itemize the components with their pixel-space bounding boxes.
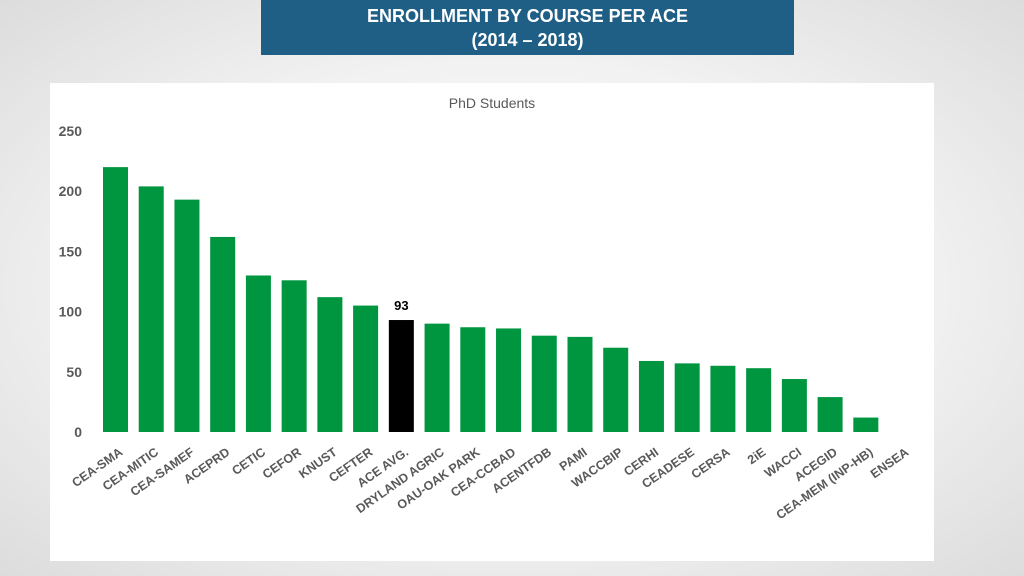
- bar: [103, 167, 128, 432]
- bar: [603, 347, 629, 432]
- bar: [638, 360, 664, 432]
- bar: [817, 397, 843, 432]
- bar: [567, 336, 593, 432]
- title-line-2: (2014 – 2018): [471, 29, 584, 50]
- x-tick-label: CEFOR: [260, 445, 304, 482]
- y-tick-label: 150: [59, 243, 83, 259]
- y-tick-label: 50: [66, 364, 82, 380]
- data-labels: 93: [394, 298, 408, 313]
- bar: [781, 379, 807, 432]
- bar: [531, 335, 557, 432]
- bar: [746, 368, 772, 432]
- chart-title: PhD Students: [449, 95, 535, 111]
- bar: [424, 323, 450, 432]
- bar: [210, 236, 236, 432]
- bar: [388, 320, 414, 432]
- bar: [460, 327, 486, 432]
- y-axis: 0 50 100 150 200 250: [59, 123, 83, 440]
- bar: [853, 417, 879, 432]
- bars: [103, 167, 879, 432]
- y-tick-label: 100: [59, 304, 83, 320]
- title-line-1: ENROLLMENT BY COURSE PER ACE: [366, 5, 689, 26]
- bar: [710, 365, 736, 432]
- bar: [138, 186, 164, 432]
- data-label: 93: [394, 298, 408, 313]
- title-banner: ENROLLMENT BY COURSE PER ACE (2014 – 201…: [261, 0, 794, 55]
- bar: [281, 280, 307, 432]
- bar: [496, 328, 522, 432]
- bar: [174, 199, 200, 432]
- x-tick-label: ENSEA: [868, 445, 911, 481]
- y-tick-label: 250: [59, 123, 83, 139]
- bar: [317, 297, 343, 432]
- x-tick-label: CERSA: [689, 445, 733, 482]
- x-axis: CEA-SMACEA-MITICCEA-SAMEFACEPRDCETICCEFO…: [69, 445, 911, 522]
- y-tick-label: 0: [74, 424, 82, 440]
- bar: [245, 275, 271, 432]
- x-tick-label: 2iE: [745, 445, 768, 467]
- y-tick-label: 200: [59, 183, 83, 199]
- bar: [353, 305, 379, 432]
- bar: [674, 363, 700, 432]
